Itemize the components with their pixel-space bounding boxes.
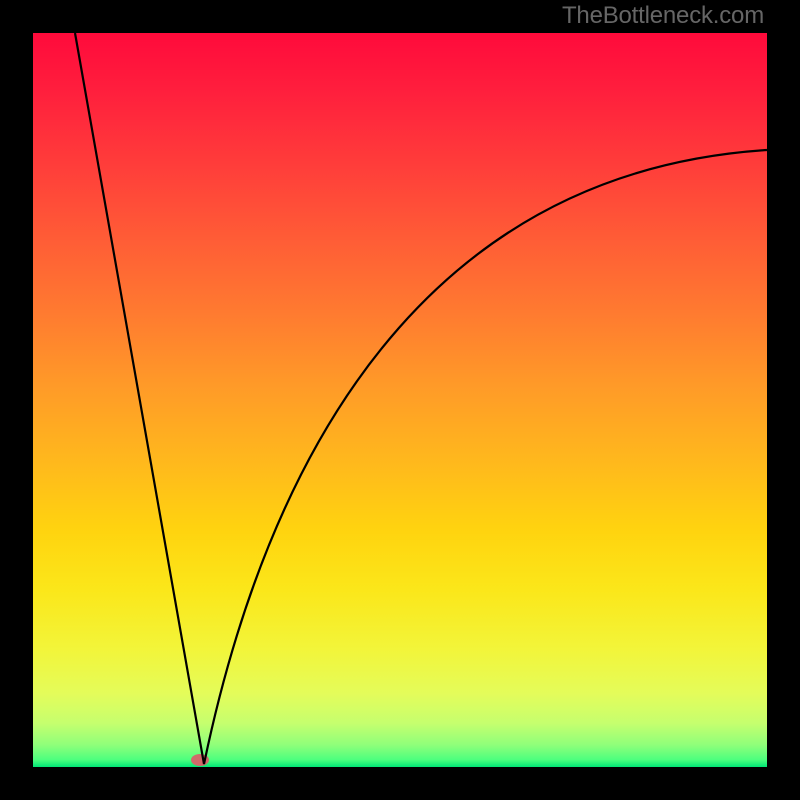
plot-area <box>33 33 767 767</box>
watermark-text: TheBottleneck.com <box>562 2 764 30</box>
chart-container: TheBottleneck.com <box>0 0 800 800</box>
